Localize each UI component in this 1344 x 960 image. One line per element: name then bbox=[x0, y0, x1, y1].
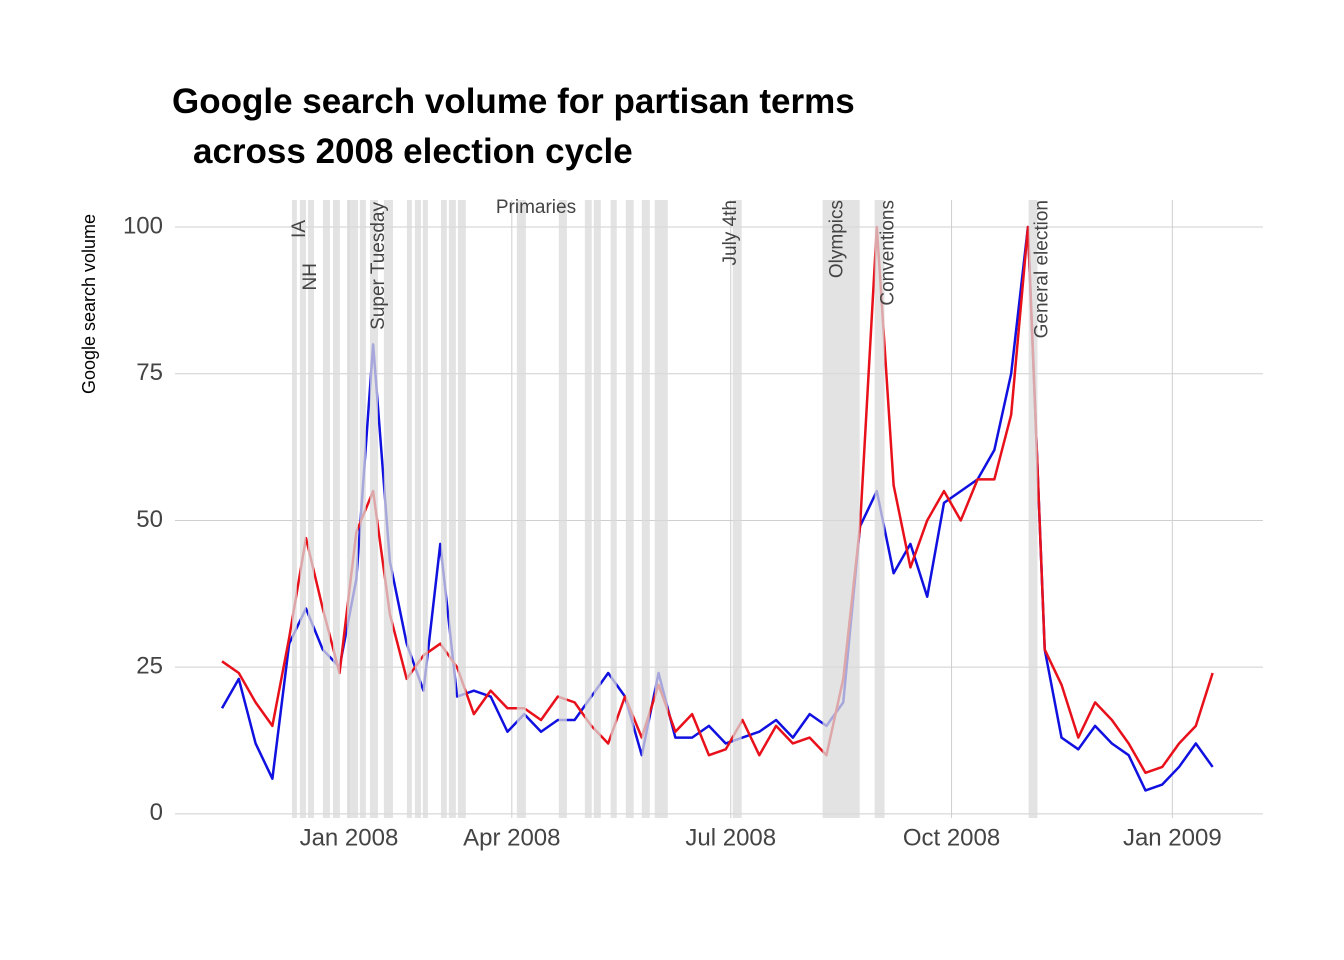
annotation: IA bbox=[289, 220, 310, 238]
y-tick-label: 75 bbox=[136, 359, 163, 386]
chart-title: across 2008 election cycle bbox=[193, 132, 633, 171]
event-band bbox=[874, 200, 885, 818]
event-band bbox=[332, 200, 340, 818]
annotation: General election bbox=[1032, 200, 1053, 338]
event-band bbox=[448, 200, 456, 818]
event-band bbox=[414, 200, 421, 818]
event-band bbox=[359, 200, 366, 818]
y-tick-label: 0 bbox=[150, 799, 163, 826]
event-band bbox=[593, 200, 601, 818]
annotation: July 4th bbox=[720, 200, 741, 265]
event-band bbox=[440, 200, 447, 818]
event-band bbox=[322, 200, 330, 818]
event-band bbox=[422, 200, 428, 818]
event-band bbox=[584, 200, 592, 818]
event-band bbox=[732, 200, 742, 818]
y-tick-label: 100 bbox=[123, 212, 163, 239]
event-band bbox=[369, 200, 378, 818]
x-tick-label: Oct 2008 bbox=[903, 824, 1000, 851]
annotation: Olympics bbox=[827, 200, 848, 278]
y-axis-label: Google search volume bbox=[79, 214, 99, 394]
x-tick-label: Apr 2008 bbox=[463, 824, 560, 851]
y-tick-label: 50 bbox=[136, 506, 163, 533]
event-band bbox=[516, 200, 526, 818]
event-band bbox=[558, 200, 567, 818]
event-band bbox=[457, 200, 466, 818]
event-band bbox=[1028, 200, 1038, 818]
event-band bbox=[307, 200, 315, 818]
event-band bbox=[292, 200, 297, 818]
event-band bbox=[641, 200, 650, 818]
annotation: Super Tuesday bbox=[368, 202, 389, 330]
annotation: Conventions bbox=[878, 200, 899, 306]
event-band bbox=[346, 200, 359, 818]
x-tick-label: Jan 2008 bbox=[300, 824, 399, 851]
event-band bbox=[822, 200, 860, 818]
y-tick-label: 25 bbox=[136, 653, 163, 680]
annotation: Primaries bbox=[496, 197, 576, 218]
chart-title: Google search volume for partisan terms bbox=[172, 82, 855, 121]
x-tick-label: Jan 2009 bbox=[1123, 824, 1222, 851]
event-band bbox=[299, 200, 306, 818]
event-band bbox=[654, 200, 668, 818]
event-band bbox=[610, 200, 617, 818]
event-band bbox=[625, 200, 634, 818]
x-tick-label: Jul 2008 bbox=[685, 824, 776, 851]
annotation: NH bbox=[300, 263, 321, 290]
event-band bbox=[383, 200, 393, 818]
event-band bbox=[406, 200, 412, 818]
